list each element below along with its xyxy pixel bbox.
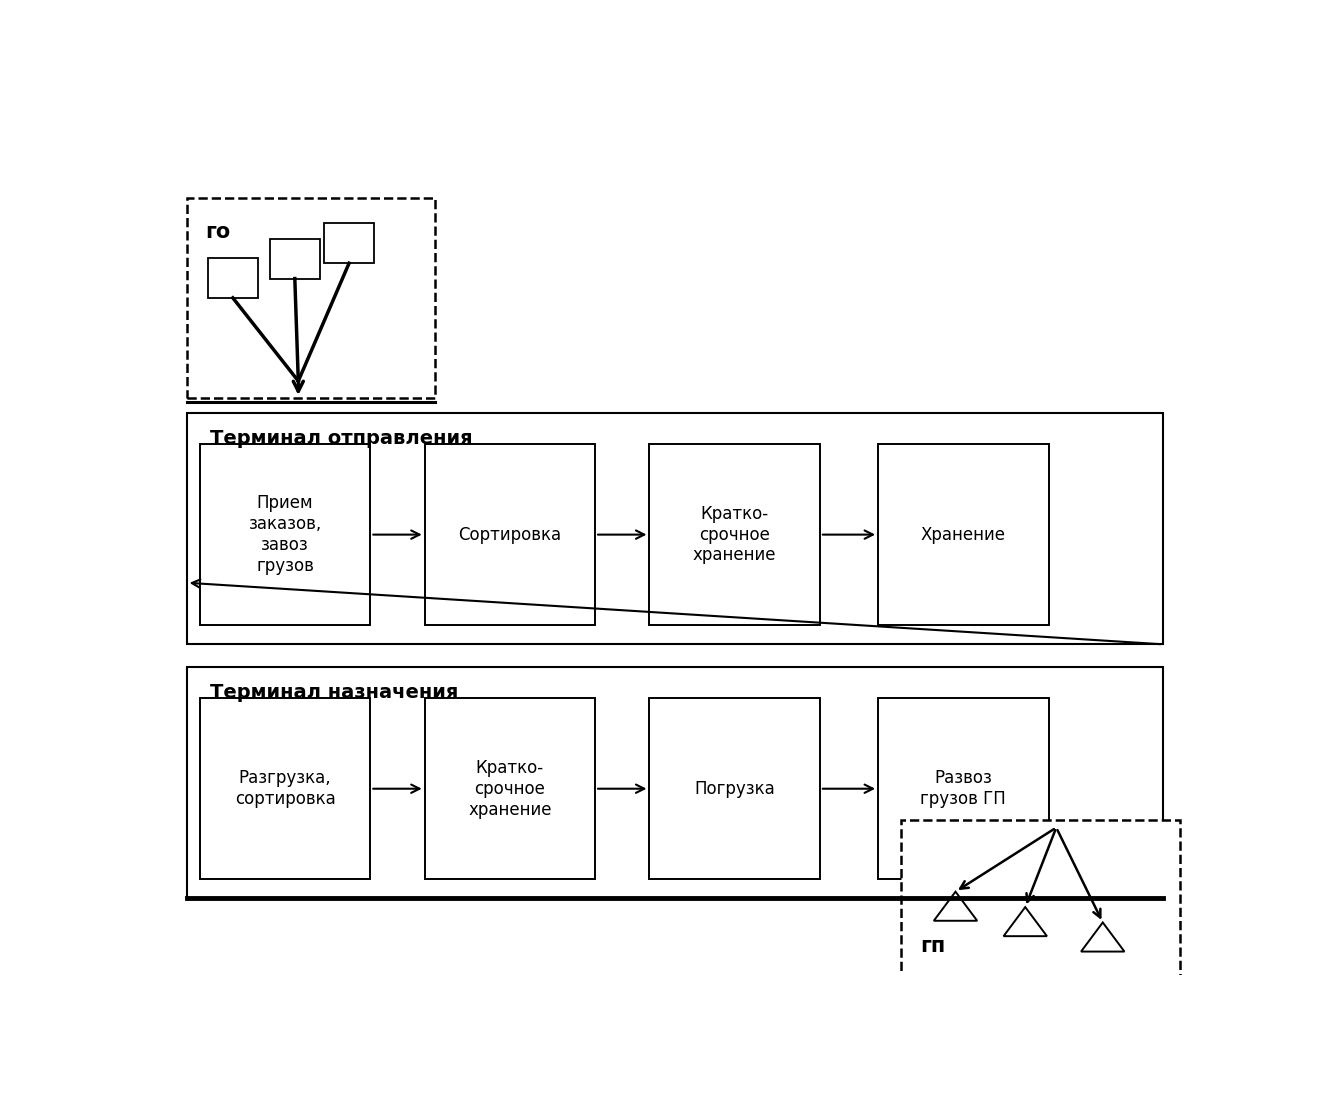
Bar — [207, 258, 257, 298]
Text: Сортировка: Сортировка — [458, 526, 561, 544]
Bar — [323, 224, 375, 263]
Text: Хранение: Хранение — [921, 526, 1006, 544]
Bar — [186, 413, 1163, 644]
Bar — [425, 444, 595, 625]
Text: Разгрузка,
сортировка: Разгрузка, сортировка — [235, 769, 335, 808]
Text: Кратко-
срочное
хранение: Кратко- срочное хранение — [469, 758, 552, 819]
Bar — [649, 698, 820, 879]
Bar — [199, 698, 371, 879]
Text: Погрузка: Погрузка — [694, 779, 775, 798]
Text: Прием
заказов,
завоз
грузов: Прием заказов, завоз грузов — [248, 494, 322, 574]
Bar — [878, 698, 1048, 879]
Bar — [199, 444, 371, 625]
Text: Терминал отправления: Терминал отправления — [210, 429, 473, 448]
Bar — [269, 239, 319, 278]
Bar — [425, 698, 595, 879]
Bar — [902, 820, 1180, 982]
Text: гп: гп — [920, 936, 946, 956]
Bar — [186, 197, 434, 398]
Text: Кратко-
срочное
хранение: Кратко- срочное хранение — [693, 505, 776, 564]
Text: Развоз
грузов ГП: Развоз грузов ГП — [920, 769, 1006, 808]
Text: го: го — [206, 222, 231, 242]
Bar — [878, 444, 1048, 625]
Text: Терминал назначения: Терминал назначения — [210, 683, 458, 701]
Bar — [649, 444, 820, 625]
Bar — [186, 667, 1163, 899]
